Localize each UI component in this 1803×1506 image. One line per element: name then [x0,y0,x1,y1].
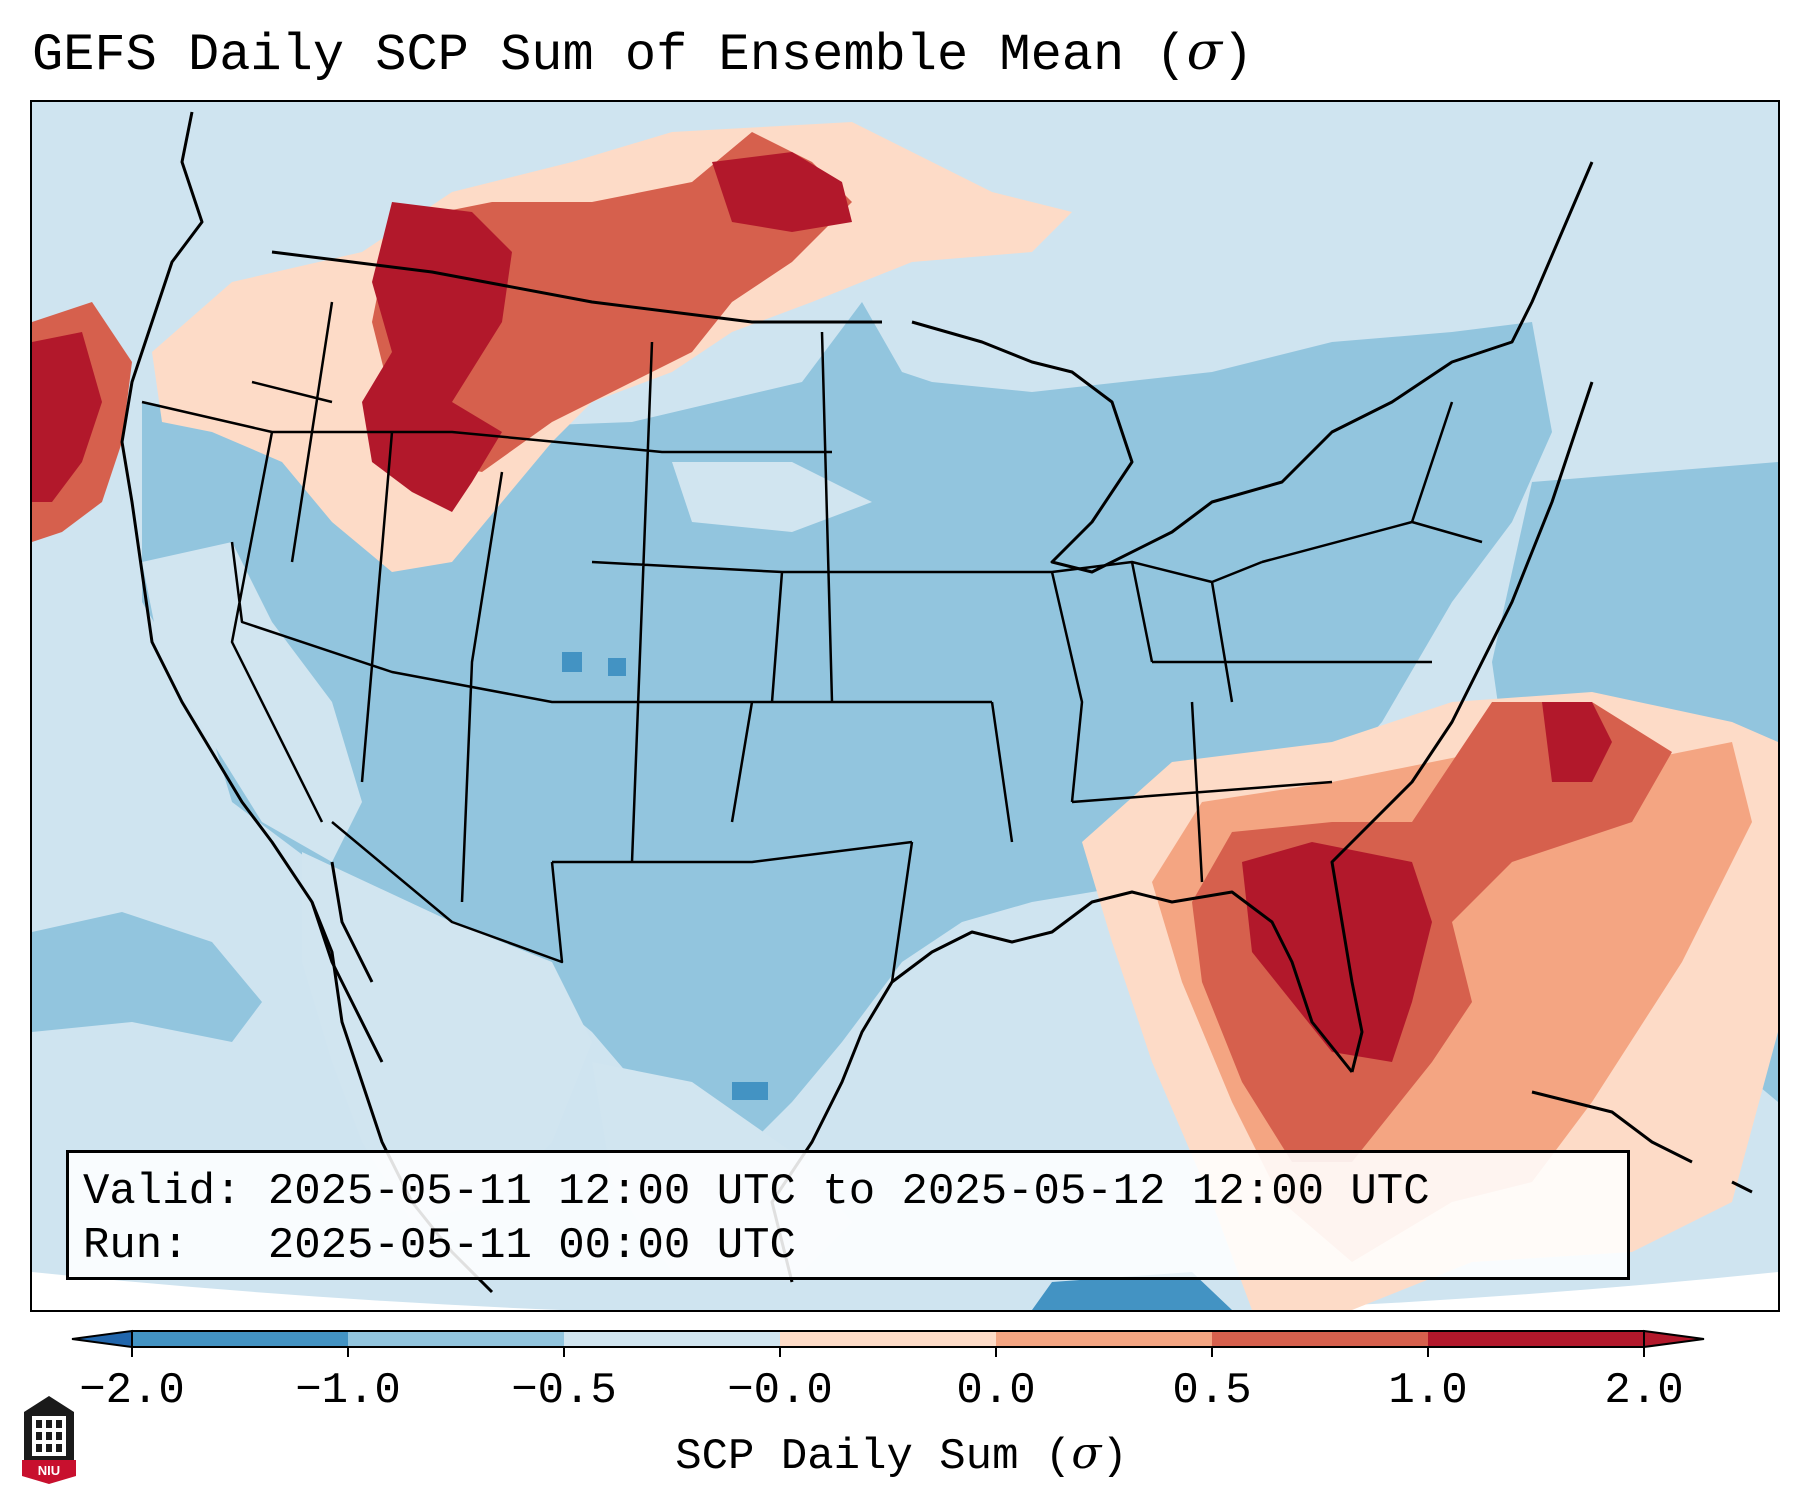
colorbar-tick-label: −1.0 [295,1366,401,1416]
sigma-symbol: σ [1071,1428,1102,1479]
page-title: GEFS Daily SCP Sum of Ensemble Mean (σ) [32,22,1254,85]
dark-anomaly-spot [732,1082,768,1100]
dark-anomaly-gulf [1032,1272,1232,1310]
pacific-anomaly-band [32,912,262,1042]
dark-anomaly-spot [562,652,582,672]
state-lines [141,301,1483,983]
west-coastline [120,111,494,1294]
colorbar-segment [780,1331,996,1347]
logo-text: NIU [37,1463,61,1478]
colorbar-over-extension [1643,1329,1705,1349]
positive-anomaly-southeast-high [1192,702,1672,1162]
colorbar [71,1329,1705,1357]
caribbean-islands [1531,1090,1753,1194]
light-anomaly-west [142,542,362,862]
positive-anomaly-pacific-core [32,332,102,502]
colorbar-outline [131,1330,1645,1348]
boundary-lines [120,111,1753,1294]
colorbar-tick-label: 0.0 [956,1366,1036,1416]
gulf-coastline [770,890,1354,1283]
sigma-symbol: σ [1186,22,1223,82]
light-anomaly-southwest [302,852,592,1222]
colorbar-tick-label: 0.5 [1172,1366,1252,1416]
great-lakes-outline [911,161,1594,574]
positive-anomaly-atlantic-core [1542,702,1612,782]
colorbar-tick-label: −0.0 [727,1366,833,1416]
valid-time-line: Valid: 2025-05-11 12:00 UTC to 2025-05-1… [83,1167,1430,1217]
positive-anomaly-florida-core [1242,842,1432,1062]
projection-edge [32,1272,1778,1310]
map-panel [30,100,1780,1312]
colorbar-under-extension [71,1329,133,1349]
east-coastline [1330,381,1594,1073]
colorbar-axis-label: SCP Daily Sum (σ) [675,1428,1128,1482]
colorbar-segment [996,1331,1212,1347]
colorbar-segment [1428,1331,1644,1347]
colorbar-segment [132,1331,348,1347]
colorbar-tick-label: 1.0 [1388,1366,1468,1416]
colorbar-tick-label: −2.0 [79,1366,185,1416]
baja-coastline [310,861,384,1063]
colorbar-segment [348,1331,564,1347]
run-time-line: Run: 2025-05-11 00:00 UTC [83,1221,796,1271]
colorbar-segment [1212,1331,1428,1347]
scp-anomaly-map [32,102,1778,1310]
colorbar-tick-label: 2.0 [1604,1366,1684,1416]
valid-run-info-box: Valid: 2025-05-11 12:00 UTC to 2025-05-1… [66,1150,1630,1280]
dark-anomaly-spot [608,658,626,676]
colorbar-segment [564,1331,780,1347]
canada-us-border [271,250,882,324]
light-anomaly-plains [672,462,872,532]
niu-tower-logo-icon [22,1396,76,1484]
colorbar-tick-label: −0.5 [511,1366,617,1416]
positive-anomaly-canada-core [712,152,852,232]
